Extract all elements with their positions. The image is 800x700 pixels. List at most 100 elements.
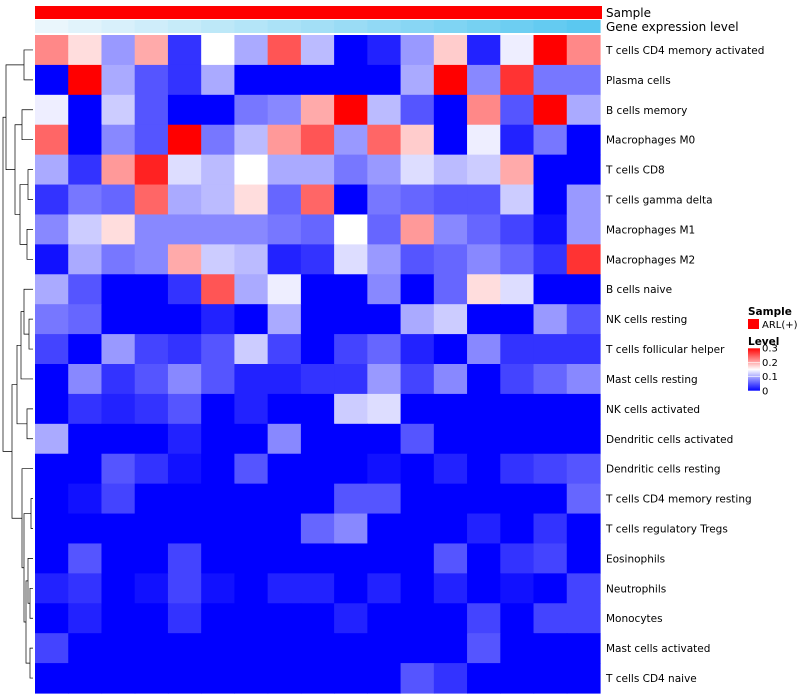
heatmap-cell [367,453,402,485]
dendrogram-branch [30,498,33,529]
heatmap-cell [400,94,435,126]
heatmap-cell [300,543,335,574]
dendrogram-branch [28,318,33,350]
heatmap-cell [167,124,202,156]
row-label: Macrophages M2 [606,254,695,266]
row-label: T cells follicular helper [605,344,725,356]
row-label: NK cells resting [606,314,687,326]
heatmap-cell [267,603,302,634]
heatmap-cell [68,663,103,694]
gene-expression-annotation-cell [433,20,468,33]
heatmap-cell [234,214,269,245]
heatmap-cell [267,124,302,156]
heatmap-cell [367,573,402,604]
heatmap-cell [167,423,202,455]
heatmap-cell [267,663,302,694]
heatmap-cell [201,244,236,275]
heatmap-cell [433,633,468,664]
row-label: T cells CD8 [605,165,665,177]
heatmap-cell [35,513,69,545]
heatmap-cell [467,453,501,485]
heatmap-cell [300,423,335,455]
heatmap-cell [267,483,302,515]
heatmap-cell [167,184,202,216]
heatmap-cell [167,633,202,664]
heatmap-cell [500,513,535,545]
heatmap-cell [566,304,601,335]
heatmap-cell [433,603,468,634]
heatmap-cell [267,364,302,395]
heatmap-cell [367,364,402,395]
heatmap-cell [300,393,335,425]
row-label: T cells CD4 naive [605,673,697,685]
heatmap-cell [566,214,601,245]
heatmap-cell [467,603,501,634]
heatmap-cell [167,453,202,485]
heatmap-cell [134,124,169,156]
heatmap-cell [433,304,468,335]
heatmap-cell [367,244,402,275]
heatmap-cell [467,304,501,335]
gene-expression-annotation-cell [35,20,69,33]
row-label: Macrophages M0 [606,135,695,147]
heatmap-cell [134,244,169,275]
heatmap-cell [267,304,302,335]
heatmap-cell [533,304,568,335]
heatmap-cell [267,453,302,485]
heatmap-cell [566,184,601,216]
heatmap-cell [300,124,335,156]
heatmap-cell [367,124,402,156]
dendrogram-branch [26,229,33,260]
heatmap-cell [134,304,169,335]
heatmap-cell [467,94,501,126]
heatmap-cell [234,483,269,515]
heatmap-cell [367,603,402,634]
heatmap-cell [400,274,435,305]
heatmap-cell [500,184,535,216]
heatmap-cell [433,64,468,96]
heatmap-cell [234,543,269,574]
heatmap-cell [566,64,601,96]
heatmap-cell [500,124,535,156]
heatmap-cell [201,633,236,664]
heatmap-cell [433,214,468,245]
heatmap-cell [267,513,302,545]
heatmap-cell [566,513,601,545]
heatmap-cell [35,364,69,395]
heatmap-cell [467,483,501,515]
heatmap-cell [300,663,335,694]
heatmap-cell [467,64,501,96]
heatmap-cell [500,573,535,604]
heatmap-cell [334,124,368,156]
heatmap-cell [300,453,335,485]
heatmap-cell [234,35,269,66]
heatmap-cell [500,393,535,425]
heatmap-cell [201,304,236,335]
heatmap-cell [234,124,269,156]
dendrogram-branch [23,49,33,81]
heatmap-cell [201,274,236,305]
heatmap-cell [68,393,103,425]
heatmap-cell [234,573,269,604]
heatmap-cell [533,573,568,604]
heatmap-cell [533,513,568,545]
legend-sample-entry: ARL(+) [762,320,798,331]
heatmap-cell [134,423,169,455]
heatmap-cell [467,543,501,574]
heatmap-cell [566,603,601,634]
heatmap-cell [400,124,435,156]
heatmap-cell [566,364,601,395]
heatmap-cell [433,334,468,365]
row-label: Monocytes [606,613,663,625]
heatmap-cell [35,393,69,425]
heatmap-cell [68,633,103,664]
heatmap-cell [101,483,136,515]
heatmap-cell [234,453,269,485]
heatmap-cell [467,573,501,604]
dendrogram-branch [21,109,33,141]
legend-level-title: Level [748,336,779,348]
dendrogram-branch [20,311,33,380]
heatmap-cell [467,244,501,275]
dendrogram-branch [29,647,33,679]
